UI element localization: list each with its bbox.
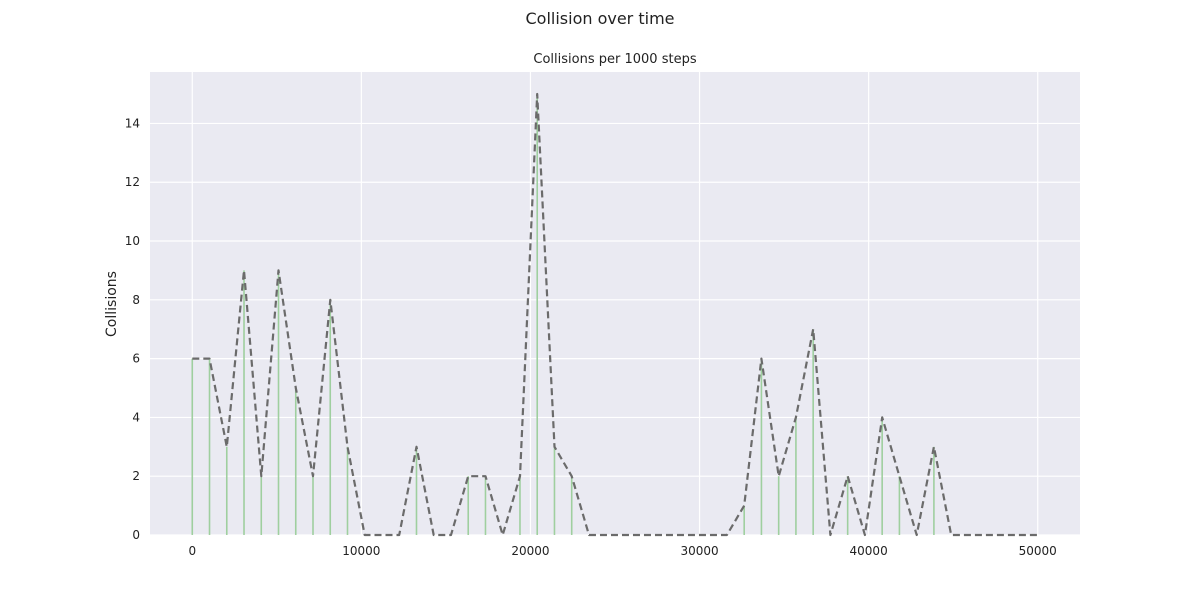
y-tick-label: 0: [132, 528, 140, 542]
chart-suptitle: Collision over time: [525, 9, 674, 28]
x-tick-labels: 0 10000 20000 30000 40000 50000: [188, 544, 1056, 558]
series-line-layer: [192, 92, 1038, 537]
y-tick-labels: 0 2 4 6 8 10 12 14: [125, 116, 140, 542]
y-tick-label: 4: [132, 410, 140, 424]
y-axis-label: Collisions: [104, 271, 120, 337]
grid-lines: [150, 72, 1080, 536]
x-tick-label: 40000: [850, 544, 888, 558]
x-tick-label: 30000: [680, 544, 718, 558]
series-line: [192, 92, 1038, 537]
stem-lines: [191, 94, 935, 535]
y-tick-label: 2: [132, 469, 140, 483]
plot-area: [150, 72, 1080, 535]
y-tick-label: 12: [125, 175, 140, 189]
chart-title: Collisions per 1000 steps: [533, 52, 696, 67]
x-tick-label: 10000: [342, 544, 380, 558]
x-tick-label: 0: [188, 544, 196, 558]
y-tick-label: 14: [125, 116, 140, 130]
y-tick-label: 8: [132, 293, 140, 307]
x-tick-label: 20000: [511, 544, 549, 558]
y-tick-label: 10: [125, 234, 140, 248]
x-tick-label: 50000: [1019, 544, 1057, 558]
y-tick-label: 6: [132, 352, 140, 366]
